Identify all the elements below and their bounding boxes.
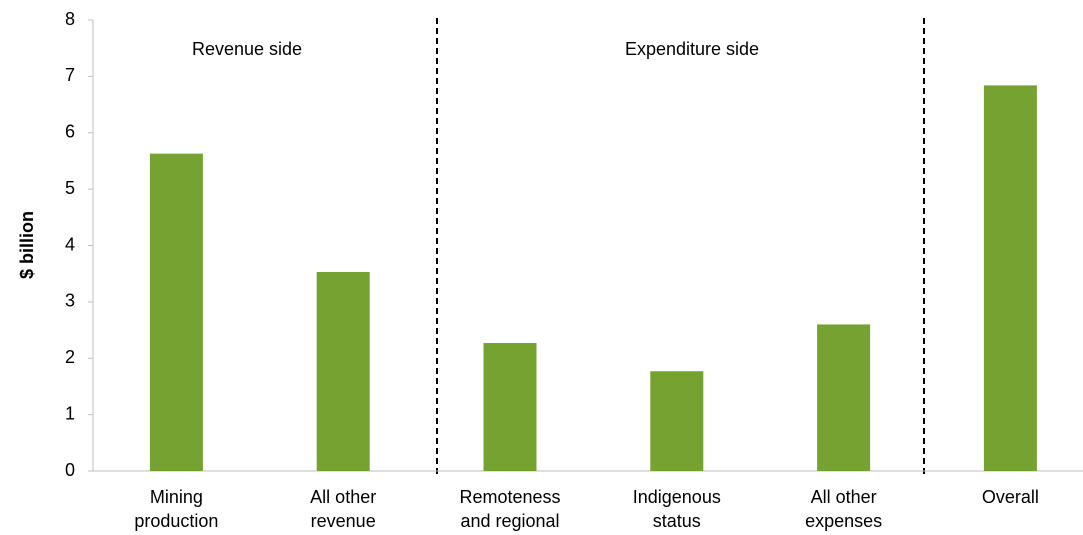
x-tick-label-line: revenue [311,511,376,531]
y-tick-label: 7 [65,65,75,85]
x-tick-label-line: Mining [150,487,203,507]
bar [650,371,704,471]
x-tick-label-line: Remoteness [459,487,560,507]
bar [149,153,203,471]
bar [983,85,1037,472]
x-tick-label-line: status [653,511,701,531]
y-axis-label: $ billion [17,211,37,279]
section-label: Expenditure side [625,39,759,59]
x-tick-label-line: expenses [805,511,882,531]
y-tick-label: 8 [65,9,75,29]
y-tick-label: 5 [65,178,75,198]
x-tick-label: All other revenue [310,487,376,531]
bar [483,343,537,471]
x-tick-label-line: production [134,511,218,531]
x-tick-label: Mining production [134,487,218,531]
y-tick-label: 4 [65,234,75,254]
section-label: Revenue side [192,39,302,59]
y-tick-label: 6 [65,122,75,142]
x-tick-label-line: Overall [982,487,1039,507]
bar [817,324,871,471]
y-tick-label: 1 [65,403,75,423]
x-tick-label: All other expenses [805,487,882,531]
y-tick-label: 3 [65,291,75,311]
x-tick-label-line: All other [310,487,376,507]
x-tick-label-line: All other [811,487,877,507]
y-tick-label: 0 [65,460,75,480]
y-tick-label: 2 [65,347,75,367]
x-tick-label: Remoteness and regional [459,487,560,531]
x-tick-label-line: and regional [460,511,559,531]
x-tick-label: Indigenous status [633,487,721,531]
x-tick-label-line: Indigenous [633,487,721,507]
bar [316,271,370,471]
x-tick-label: Overall [982,487,1039,507]
